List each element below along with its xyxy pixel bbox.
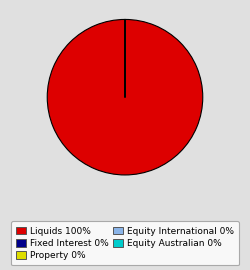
Legend: Liquids 100%, Fixed Interest 0%, Property 0%, Equity International 0%, Equity Au: Liquids 100%, Fixed Interest 0%, Propert…	[11, 221, 239, 265]
Wedge shape	[47, 19, 203, 175]
